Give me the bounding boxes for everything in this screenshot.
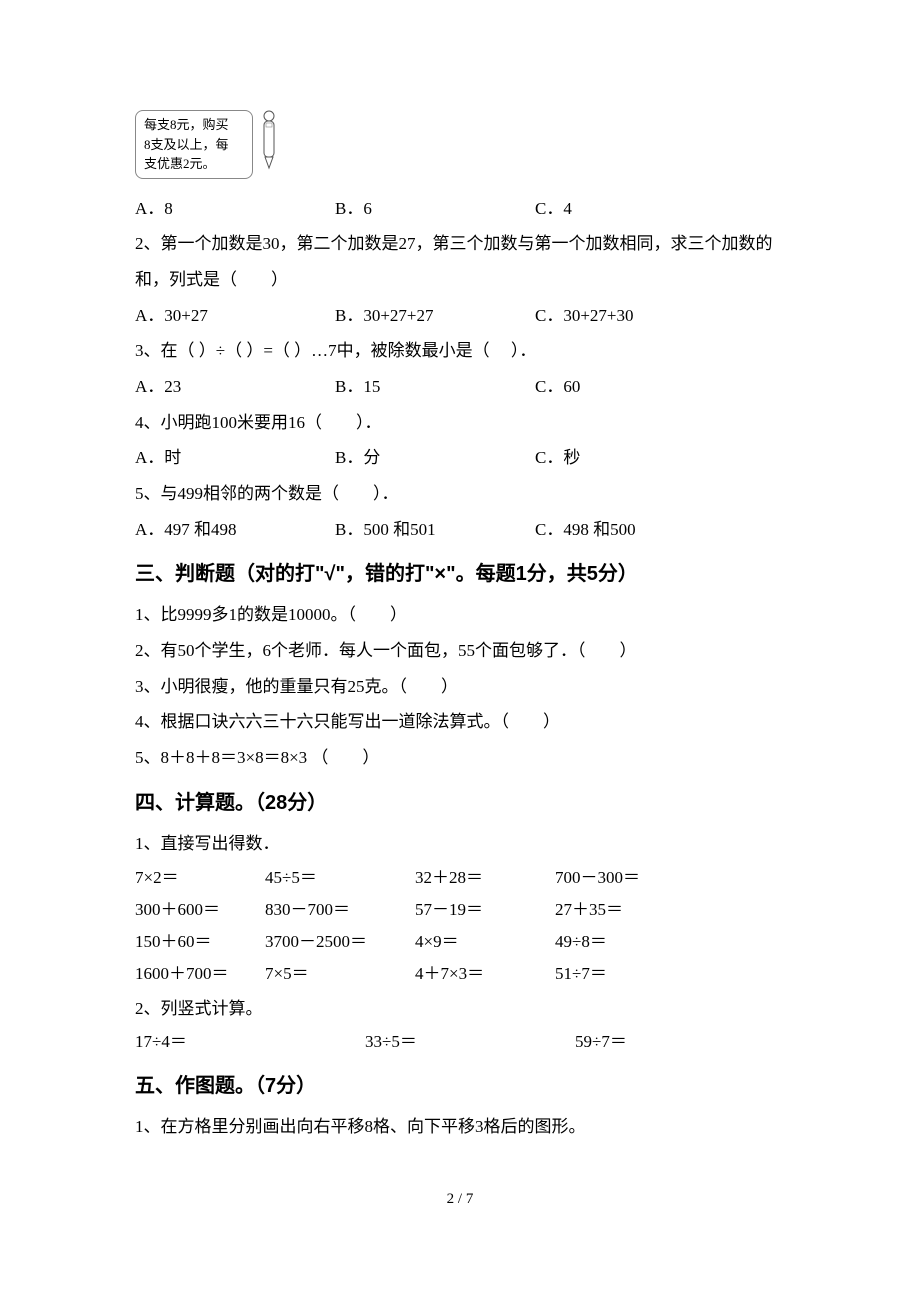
calc-4-1: 1600＋700＝ — [135, 958, 265, 990]
q2-option-c: C．30+27+30 — [535, 298, 785, 334]
q3-option-c: C．60 — [535, 369, 785, 405]
section5-title: 五、作图题。（7分） — [135, 1065, 785, 1107]
calc-3-2: 3700－2500＝ — [265, 926, 415, 958]
calc-3-3: 4×9＝ — [415, 926, 555, 958]
calc-2-3: 57－19＝ — [415, 894, 555, 926]
q1-options: A．8 B．6 C．4 — [135, 191, 785, 227]
q3-option-b: B．15 — [335, 369, 535, 405]
q2-option-a: A．30+27 — [135, 298, 335, 334]
vert-row: 17÷4＝ 33÷5＝ 59÷7＝ — [135, 1026, 785, 1058]
calc-4-2: 7×5＝ — [265, 958, 415, 990]
q5-option-b: B．500 和501 — [335, 512, 535, 548]
q4-option-c: C．秒 — [535, 440, 785, 476]
q4-option-b: B．分 — [335, 440, 535, 476]
q1-option-b: B．6 — [335, 191, 535, 227]
pen-icon — [259, 110, 279, 172]
calc-row-1: 7×2＝ 45÷5＝ 32＋28＝ 700－300＝ — [135, 862, 785, 894]
q3-text: 3、在（ ）÷（ ）=（ ）…7中，被除数最小是（ ）． — [135, 333, 785, 369]
calc-1-4: 700－300＝ — [555, 862, 785, 894]
q1-option-c: C．4 — [535, 191, 785, 227]
calc-1-3: 32＋28＝ — [415, 862, 555, 894]
q3-option-a: A．23 — [135, 369, 335, 405]
q4-options: A．时 B．分 C．秒 — [135, 440, 785, 476]
s3-item-4: 4、根据口诀六六三十六只能写出一道除法算式。（ ） — [135, 704, 785, 740]
calc-row-3: 150＋60＝ 3700－2500＝ 4×9＝ 49÷8＝ — [135, 926, 785, 958]
q5-option-c: C．498 和500 — [535, 512, 785, 548]
vert-3: 59÷7＝ — [575, 1026, 785, 1058]
q2-options: A．30+27 B．30+27+27 C．30+27+30 — [135, 298, 785, 334]
s3-item-5: 5、8＋8＋8＝3×8＝8×3 （ ） — [135, 740, 785, 776]
q1-option-a: A．8 — [135, 191, 335, 227]
q4-option-a: A．时 — [135, 440, 335, 476]
calc-2-2: 830－700＝ — [265, 894, 415, 926]
calc-2-4: 27＋35＝ — [555, 894, 785, 926]
calc-4-4: 51÷7＝ — [555, 958, 785, 990]
q5-options: A．497 和498 B．500 和501 C．498 和500 — [135, 512, 785, 548]
calc-3-4: 49÷8＝ — [555, 926, 785, 958]
calc-4-3: 4＋7×3＝ — [415, 958, 555, 990]
section3-title: 三、判断题（对的打"√"，错的打"×"。每题1分，共5分） — [135, 553, 785, 595]
s4-sub2: 2、列竖式计算。 — [135, 991, 785, 1027]
info-line-3: 支优惠2元。 — [144, 154, 244, 174]
info-line-2: 8支及以上，每 — [144, 135, 244, 155]
s3-item-3: 3、小明很瘦，他的重量只有25克。（ ） — [135, 669, 785, 705]
s3-item-1: 1、比9999多1的数是10000。（ ） — [135, 597, 785, 633]
calc-2-1: 300＋600＝ — [135, 894, 265, 926]
q2-text: 2、第一个加数是30，第二个加数是27，第三个加数与第一个加数相同，求三个加数的… — [135, 226, 785, 297]
calc-3-1: 150＋60＝ — [135, 926, 265, 958]
q2-option-b: B．30+27+27 — [335, 298, 535, 334]
info-box: 每支8元，购买 8支及以上，每 支优惠2元。 — [135, 110, 785, 179]
calc-row-2: 300＋600＝ 830－700＝ 57－19＝ 27＋35＝ — [135, 894, 785, 926]
q5-option-a: A．497 和498 — [135, 512, 335, 548]
info-box-text: 每支8元，购买 8支及以上，每 支优惠2元。 — [135, 110, 253, 179]
page-number: 2 / 7 — [135, 1184, 785, 1216]
s3-item-2: 2、有50个学生，6个老师．每人一个面包，55个面包够了．（ ） — [135, 633, 785, 669]
s4-sub1: 1、直接写出得数． — [135, 826, 785, 862]
calc-row-4: 1600＋700＝ 7×5＝ 4＋7×3＝ 51÷7＝ — [135, 958, 785, 990]
calc-1-1: 7×2＝ — [135, 862, 265, 894]
s5-item-1: 1、在方格里分别画出向右平移8格、向下平移3格后的图形。 — [135, 1109, 785, 1145]
calc-1-2: 45÷5＝ — [265, 862, 415, 894]
vert-2: 33÷5＝ — [365, 1026, 575, 1058]
vert-1: 17÷4＝ — [135, 1026, 365, 1058]
q3-options: A．23 B．15 C．60 — [135, 369, 785, 405]
q5-text: 5、与499相邻的两个数是（ ）． — [135, 476, 785, 512]
q4-text: 4、小明跑100米要用16（ ）． — [135, 405, 785, 441]
section4-title: 四、计算题。（28分） — [135, 782, 785, 824]
info-line-1: 每支8元，购买 — [144, 115, 244, 135]
